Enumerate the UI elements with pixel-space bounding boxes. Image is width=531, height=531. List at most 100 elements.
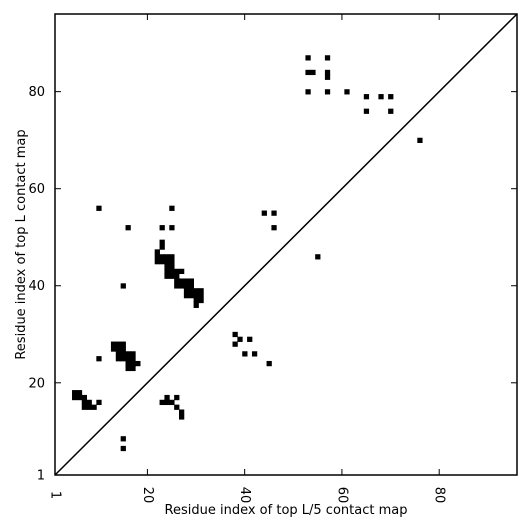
contact-point <box>179 278 185 284</box>
contact-point <box>86 399 92 406</box>
contact-point <box>120 436 126 442</box>
contact-point <box>130 365 136 372</box>
contact-point <box>324 69 331 76</box>
contact-point <box>247 336 253 342</box>
contact-point <box>193 288 199 294</box>
contact-point <box>193 293 199 299</box>
contact-point <box>324 55 331 61</box>
contact-point <box>344 89 350 95</box>
contact-point <box>174 283 180 289</box>
contact-point <box>183 288 190 294</box>
contact-point <box>91 404 97 410</box>
plot-frame <box>54 13 518 476</box>
contact-point <box>169 273 175 279</box>
x-tick-label: 60 <box>334 487 349 504</box>
contact-point <box>417 137 423 143</box>
contact-point <box>324 74 331 80</box>
contact-point <box>232 331 238 338</box>
contact-point <box>120 341 126 347</box>
contact-point <box>164 263 170 270</box>
contact-point <box>261 210 267 216</box>
contact-point <box>110 341 117 347</box>
y-tick-label: 1 <box>37 469 45 484</box>
contact-point <box>378 94 384 100</box>
contact-point <box>193 302 199 308</box>
contact-point <box>154 254 160 260</box>
contact-point <box>130 351 136 357</box>
contact-point <box>363 94 370 100</box>
contact-point <box>174 278 180 284</box>
contact-point <box>174 273 180 279</box>
contact-point <box>120 283 126 289</box>
x-tick-label: 1 <box>48 491 63 499</box>
contact-point <box>169 259 175 265</box>
contact-point <box>115 341 122 347</box>
contact-point <box>315 254 321 260</box>
contact-point <box>193 297 199 304</box>
contact-point <box>164 273 170 279</box>
contact-point <box>120 356 126 362</box>
diagonal-line <box>54 13 518 476</box>
contact-point <box>159 244 165 250</box>
contact-point <box>125 225 131 231</box>
contact-point <box>266 360 272 367</box>
contact-point <box>188 293 194 299</box>
contact-point <box>120 351 126 357</box>
contact-point <box>198 297 204 304</box>
contact-point <box>183 278 190 284</box>
contact-point <box>154 249 160 255</box>
contact-point <box>81 404 88 410</box>
contact-point <box>115 351 122 357</box>
contact-point <box>159 399 165 406</box>
contact-point <box>174 404 180 410</box>
contact-point <box>179 283 185 289</box>
contact-point <box>179 414 185 420</box>
contact-point <box>81 394 88 401</box>
contact-point <box>110 346 117 352</box>
contact-point <box>72 394 78 401</box>
contact-point <box>96 205 102 211</box>
contact-point <box>159 225 165 231</box>
y-tick-label: 80 <box>28 85 45 100</box>
contact-point <box>76 394 83 401</box>
y-axis-title: Residue index of top L contact map <box>14 129 29 359</box>
contact-point <box>125 365 131 372</box>
contact-point <box>188 288 194 294</box>
contact-point <box>188 283 194 289</box>
contact-point <box>305 55 311 61</box>
contact-point <box>169 225 175 231</box>
contact-point <box>159 259 165 265</box>
x-tick-label: 20 <box>140 487 155 504</box>
contact-point <box>169 268 175 275</box>
contact-point <box>135 360 141 367</box>
contact-point <box>179 268 185 275</box>
contact-point <box>96 399 102 406</box>
contact-point <box>164 394 170 401</box>
contact-point <box>237 336 243 342</box>
contact-point <box>164 399 170 406</box>
contact-point <box>232 341 238 347</box>
contact-point <box>310 69 316 76</box>
contact-point <box>174 394 180 401</box>
contact-point <box>86 404 92 410</box>
y-axis-ticks: 1 20 40 60 80 <box>28 85 517 484</box>
contact-point <box>96 356 102 362</box>
contact-point <box>169 205 175 211</box>
contact-point <box>72 390 78 396</box>
contact-point <box>154 259 160 265</box>
contact-point <box>305 69 311 76</box>
contact-point <box>179 409 185 415</box>
contact-point <box>120 445 126 452</box>
contact-point <box>164 254 170 260</box>
contact-point <box>159 254 165 260</box>
contact-point <box>198 293 204 299</box>
contact-point <box>115 356 122 362</box>
contact-point <box>159 239 165 245</box>
contact-point <box>242 351 248 357</box>
contact-point <box>169 263 175 270</box>
y-tick-label: 20 <box>28 376 45 391</box>
contact-point <box>164 259 170 265</box>
contact-point <box>271 225 277 231</box>
contact-point <box>183 293 190 299</box>
